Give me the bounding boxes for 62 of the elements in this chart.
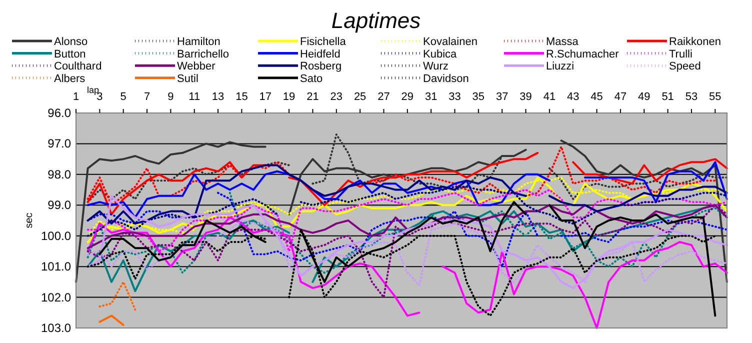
legend-label: Hamilton bbox=[177, 36, 220, 48]
x-tick-label: 7 bbox=[144, 91, 150, 103]
legend-label: Davidson bbox=[423, 72, 469, 85]
x-tick-label: 33 bbox=[448, 91, 461, 103]
x-tick-label: 41 bbox=[543, 91, 556, 103]
x-tick-label: 39 bbox=[520, 91, 532, 103]
legend-label: Kubica bbox=[423, 48, 458, 60]
x-tick-label: 29 bbox=[401, 91, 414, 103]
legend-label: Speed bbox=[669, 60, 701, 73]
x-tick-label: 23 bbox=[330, 91, 343, 103]
x-tick-label: 27 bbox=[378, 91, 390, 103]
x-tick-label: 53 bbox=[685, 91, 698, 103]
line-series bbox=[98, 280, 136, 311]
legend-label: Sato bbox=[300, 72, 323, 85]
x-axis-title: lap bbox=[87, 85, 100, 95]
chart-title: Laptimes bbox=[331, 8, 421, 33]
legend-label: Massa bbox=[546, 36, 580, 48]
x-tick-label: 43 bbox=[567, 91, 580, 103]
legend-label: Wurz bbox=[423, 60, 448, 73]
legend-label: Heidfeld bbox=[300, 48, 340, 60]
x-tick-label: 17 bbox=[259, 91, 272, 103]
y-tick-label: 99.0 bbox=[48, 198, 72, 212]
legend-label: R.Schumacher bbox=[546, 48, 620, 60]
legend-label: Kovalainen bbox=[423, 36, 478, 48]
legend-label: Trulli bbox=[669, 48, 692, 60]
y-tick-label: 100.0 bbox=[40, 228, 72, 243]
x-tick-label: 25 bbox=[354, 91, 366, 103]
x-tick-label: 49 bbox=[638, 91, 650, 103]
legend-label: Raikkonen bbox=[669, 36, 721, 48]
x-tick-label: 21 bbox=[306, 91, 319, 103]
x-tick-label: 15 bbox=[236, 91, 248, 103]
y-tick-label: 96.0 bbox=[48, 106, 72, 120]
x-tick-label: 45 bbox=[590, 91, 603, 103]
legend-label: Albers bbox=[54, 72, 86, 85]
x-tick-label: 51 bbox=[662, 91, 674, 103]
legend-label: Webber bbox=[177, 60, 216, 73]
y-tick-label: 98.0 bbox=[48, 167, 72, 182]
y-tick-label: 101.0 bbox=[40, 260, 72, 274]
legend-label: Button bbox=[54, 48, 86, 60]
x-tick-label: 47 bbox=[614, 91, 627, 103]
x-tick-label: 9 bbox=[168, 91, 174, 103]
x-tick-label: 11 bbox=[188, 91, 200, 103]
y-axis-title: sec bbox=[24, 212, 35, 228]
legend-label: Fisichella bbox=[300, 36, 347, 48]
x-tick-label: 13 bbox=[212, 91, 224, 103]
x-tick-label: 1 bbox=[72, 91, 80, 103]
legend-label: Alonso bbox=[54, 36, 88, 48]
legend-label: Sutil bbox=[177, 72, 198, 85]
legend-label: Liuzzi bbox=[546, 60, 574, 73]
y-tick-label: 103.0 bbox=[40, 321, 72, 335]
legend-label: Rosberg bbox=[300, 60, 342, 73]
y-tick-label: 102.0 bbox=[40, 290, 72, 304]
legend-label: Barrichello bbox=[177, 48, 229, 60]
x-tick-label: 31 bbox=[424, 91, 438, 103]
x-tick-label: 19 bbox=[282, 91, 296, 103]
x-tick-label: 35 bbox=[472, 91, 485, 103]
legend-label: Coulthard bbox=[54, 60, 102, 73]
x-tick-label: 5 bbox=[120, 91, 126, 103]
y-tick-label: 97.0 bbox=[48, 136, 72, 151]
x-tick-label: 3 bbox=[96, 91, 103, 103]
x-tick-label: 37 bbox=[496, 91, 508, 103]
x-tick-label: 55 bbox=[709, 91, 722, 103]
